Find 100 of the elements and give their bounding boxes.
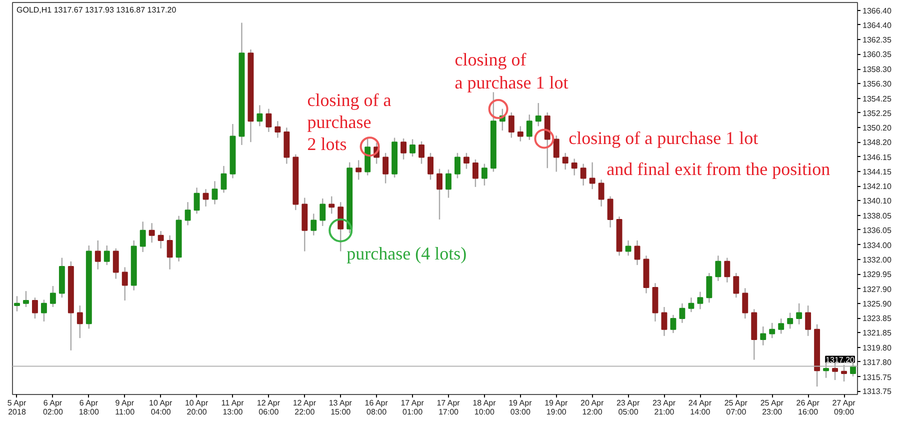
candlestick	[454, 152, 460, 179]
candlestick	[517, 126, 524, 142]
candlestick	[256, 104, 263, 127]
x-tick-label: 18 Apr 10:00	[472, 398, 496, 416]
candlestick	[266, 108, 272, 133]
y-tick-label: 1317.80	[862, 358, 892, 367]
candlestick	[428, 152, 434, 180]
x-tick-label: 17 Apr 17:00	[436, 398, 460, 416]
candlestick	[32, 296, 38, 320]
candlestick	[535, 102, 542, 127]
candlestick	[526, 114, 532, 141]
candlestick	[320, 198, 326, 227]
candlestick	[40, 299, 47, 322]
candlestick	[508, 112, 514, 138]
y-tick-label: 1332.00	[862, 255, 892, 264]
candlestick	[769, 322, 776, 339]
y-tick-label: 1319.80	[862, 343, 892, 352]
candlestick	[553, 134, 560, 172]
annotation: purchase (4 lots)	[346, 243, 467, 264]
chart-title: GOLD,H1 1317.67 1317.93 1316.87 1317.20	[16, 6, 177, 14]
candlestick	[76, 304, 83, 339]
x-tick-label: 23 Apr 05:00	[616, 398, 640, 416]
y-tick-label: 1338.05	[862, 211, 892, 220]
y-tick-label: 1362.35	[862, 36, 892, 45]
candlestick	[580, 163, 586, 186]
candlestick	[338, 202, 344, 252]
y-tick-label: 1334.00	[862, 240, 892, 250]
candlestick	[158, 230, 164, 250]
y-tick-label: 1340.10	[862, 196, 892, 206]
candlestick	[446, 168, 452, 198]
x-tick-label: 19 Apr 03:00	[508, 398, 532, 416]
annotation: closing of a purchase 1 lot and final exit from the position	[568, 128, 830, 180]
x-tick-label: 13 Apr 15:00	[328, 398, 352, 416]
candlestick	[733, 272, 740, 298]
candlestick	[778, 318, 784, 334]
y-tick-label: 1348.20	[862, 138, 892, 148]
x-tick-label: 6 Apr 02:00	[42, 398, 64, 416]
candlestick	[410, 138, 416, 158]
candlestick	[14, 296, 20, 312]
y-tick-label: 1329.95	[862, 270, 892, 280]
candlestick	[436, 168, 442, 220]
x-tick-label: 10 Apr 20:00	[184, 398, 208, 416]
candlestick	[787, 312, 794, 330]
candlestick	[148, 222, 155, 244]
x-tick-label: 19 Apr 19:00	[544, 398, 568, 416]
candlestick	[661, 306, 668, 337]
candlestick	[202, 188, 209, 208]
candlestick	[679, 302, 686, 324]
candlestick	[194, 187, 200, 214]
y-tick-label: 1344.15	[862, 167, 892, 176]
annotation: closing of a purchase 1 lot	[454, 50, 568, 93]
candlestick	[472, 158, 478, 188]
candlestick	[418, 140, 424, 164]
candlestick	[400, 138, 407, 160]
candlestick	[544, 112, 550, 169]
candlestick	[697, 291, 704, 310]
x-tick-label: 23 Apr 21:00	[652, 398, 676, 416]
y-tick-label: 1358.30	[862, 65, 892, 74]
y-tick-label: 1360.35	[862, 50, 892, 60]
y-tick-label: 1352.25	[862, 108, 892, 118]
candlestick	[796, 302, 802, 325]
x-tick-label: 26 Apr 16:00	[796, 398, 820, 416]
candlestick	[140, 221, 146, 253]
candlestick	[742, 288, 748, 320]
candlestick	[94, 240, 101, 270]
candlestick	[562, 152, 568, 170]
y-tick-label: 1315.75	[862, 372, 892, 382]
candlestick	[724, 257, 730, 283]
candlestick	[571, 158, 578, 176]
annotation: closing of a purchase 2 lots	[307, 90, 392, 154]
x-tick-label: 17 Apr 01:00	[400, 398, 424, 416]
candlestick	[760, 326, 766, 346]
x-tick-label: 10 Apr 04:00	[149, 398, 173, 416]
x-tick-label: 25 Apr 07:00	[724, 398, 748, 416]
y-tick-label: 1327.90	[862, 284, 892, 294]
y-tick-label: 1342.10	[862, 182, 892, 192]
candlestick	[184, 202, 191, 226]
x-tick-label: 9 Apr 11:00	[115, 398, 136, 416]
candlestick	[122, 266, 128, 302]
y-tick-label: 1366.40	[862, 6, 892, 16]
candlestick	[220, 165, 227, 194]
x-tick-label: 5 Apr 2018	[7, 398, 26, 416]
candlestick	[112, 248, 119, 280]
y-tick-label: 1364.40	[862, 20, 892, 30]
y-tick-label: 1354.25	[862, 94, 892, 104]
y-tick-label: 1356.30	[862, 80, 892, 89]
candlestick	[166, 234, 173, 270]
x-tick-label: 6 Apr 18:00	[78, 398, 100, 416]
candlestick	[212, 180, 218, 205]
x-tick-label: 16 Apr 08:00	[364, 398, 388, 416]
candlestick	[805, 304, 812, 337]
candlestick	[481, 163, 488, 186]
candlestick	[670, 314, 676, 334]
candlestick	[688, 296, 694, 313]
candlestick	[625, 240, 632, 256]
candlestick	[715, 255, 722, 282]
y-tick-label: 1321.85	[862, 328, 892, 338]
candlestick	[23, 290, 29, 308]
candlestick	[328, 196, 335, 214]
candlestick	[589, 162, 596, 190]
